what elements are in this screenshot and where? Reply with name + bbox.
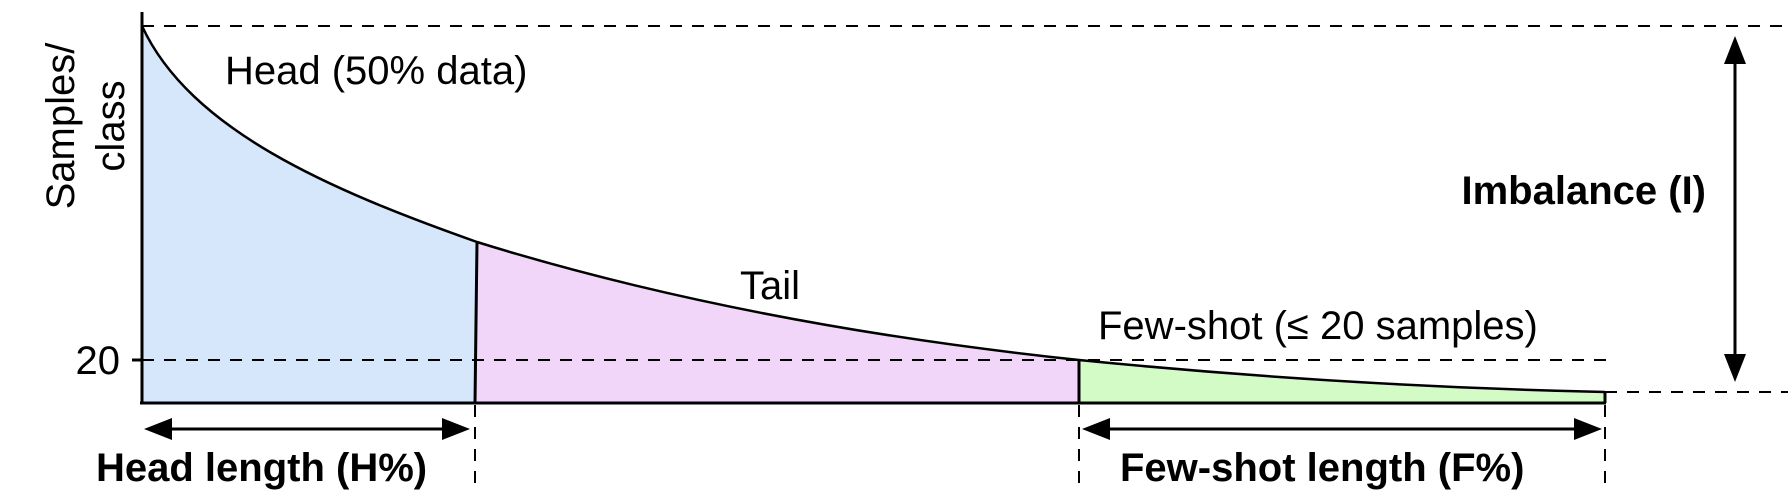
- few-shot-region-label: Few-shot (≤ 20 samples): [1098, 304, 1538, 348]
- head-region: [142, 26, 477, 403]
- y-axis-label-line2: class: [89, 80, 133, 171]
- few-shot-length-label: Few-shot length (F%): [1120, 446, 1524, 490]
- few-shot-length-arrow-right-head: [1574, 418, 1602, 440]
- imbalance-arrow-bottom-head: [1724, 354, 1746, 382]
- tail-region: [475, 242, 1079, 403]
- head-tail-boundary: [473, 241, 479, 404]
- head-region-label: Head (50% data): [225, 49, 527, 93]
- imbalance-label: Imbalance (I): [1461, 169, 1706, 213]
- head-length-arrow-left-head: [144, 418, 172, 440]
- y-tick-label-20: 20: [76, 339, 121, 383]
- tail-region-label: Tail: [740, 264, 800, 308]
- head-length-label: Head length (H%): [96, 446, 427, 490]
- imbalance-arrow-top-head: [1724, 36, 1746, 64]
- y-axis-label-line1: Samples/: [39, 42, 83, 210]
- head-length-arrow-right-head: [442, 418, 470, 440]
- distribution-curve: [140, 25, 1606, 394]
- few-shot-length-arrow-left-head: [1082, 418, 1110, 440]
